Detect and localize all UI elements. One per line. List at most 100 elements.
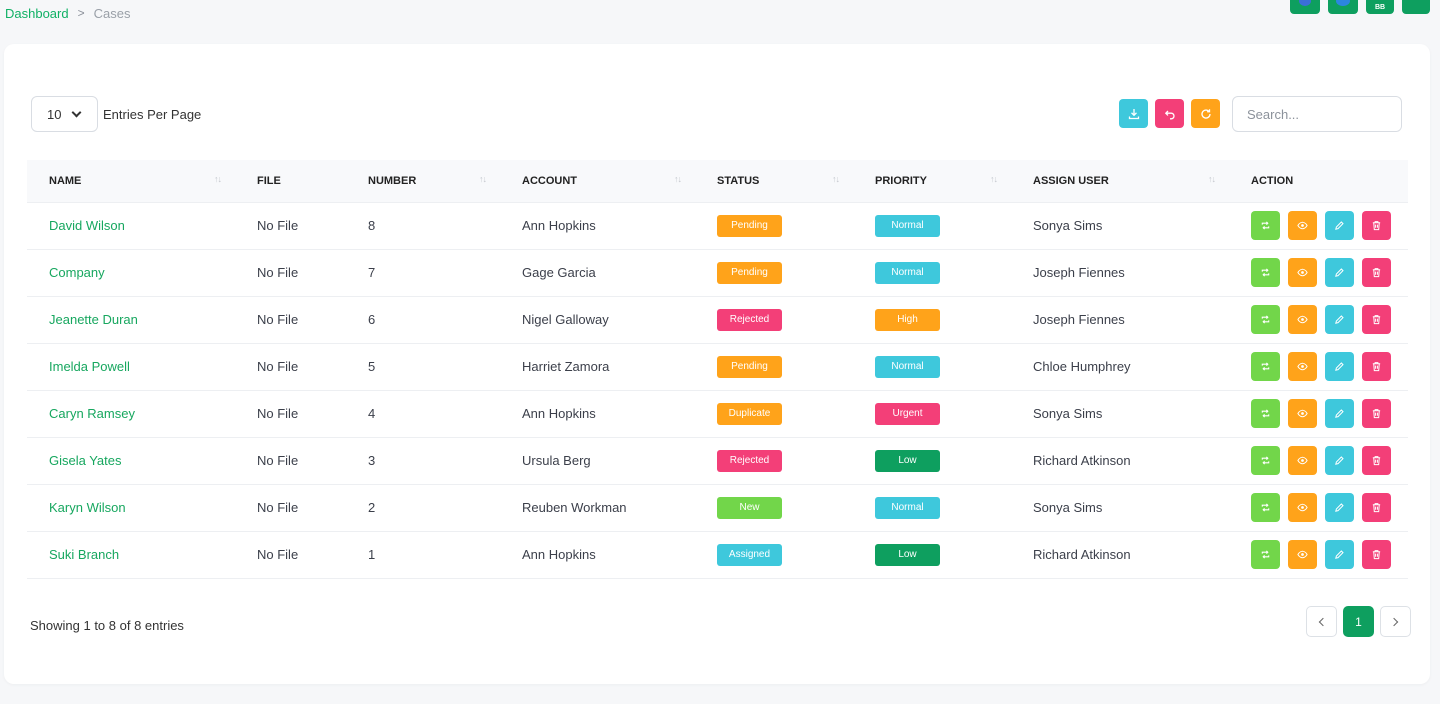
- convert-button[interactable]: [1251, 540, 1280, 569]
- undo-icon: [1164, 110, 1175, 119]
- table-header-row: NAME ↑↓ FILE NUMBER ↑↓ ACCOUNT ↑↓ STATUS ↑↓ …: [27, 160, 1408, 203]
- edit-button[interactable]: [1325, 446, 1354, 475]
- case-name-link[interactable]: Caryn Ramsey: [27, 390, 235, 438]
- convert-button[interactable]: [1251, 399, 1280, 428]
- case-name-link[interactable]: Jeanette Duran: [27, 296, 235, 344]
- status-badge: Duplicate: [717, 402, 782, 425]
- view-button[interactable]: [1288, 211, 1317, 240]
- delete-button[interactable]: [1362, 399, 1391, 428]
- trash-icon: [1372, 550, 1381, 560]
- delete-button[interactable]: [1362, 493, 1391, 522]
- delete-button[interactable]: [1362, 211, 1391, 240]
- convert-icon: [1261, 550, 1270, 559]
- trash-icon: [1372, 362, 1381, 372]
- edit-button[interactable]: [1325, 305, 1354, 334]
- trash-icon: [1372, 315, 1381, 325]
- user-initials-avatar[interactable]: BB: [1366, 0, 1394, 14]
- page-1-button[interactable]: 1: [1343, 606, 1374, 637]
- entries-per-page: 10 Entries Per Page: [31, 96, 201, 132]
- column-header-priority[interactable]: PRIORITY ↑↓: [853, 160, 1011, 203]
- convert-button[interactable]: [1251, 305, 1280, 334]
- column-header-account[interactable]: ACCOUNT ↑↓: [500, 160, 695, 203]
- case-priority-cell: Low: [853, 437, 1011, 485]
- case-priority-cell: Low: [853, 531, 1011, 579]
- convert-button[interactable]: [1251, 352, 1280, 381]
- case-name-link[interactable]: David Wilson: [27, 202, 235, 250]
- case-actions-cell: [1229, 202, 1408, 250]
- pencil-icon: [1335, 503, 1344, 512]
- eye-icon: [1297, 409, 1308, 418]
- view-button[interactable]: [1288, 258, 1317, 287]
- view-button[interactable]: [1288, 399, 1317, 428]
- case-account: Ann Hopkins: [500, 531, 695, 579]
- eye-icon: [1297, 315, 1308, 324]
- case-assign-user: Joseph Fiennes: [1011, 296, 1229, 344]
- case-priority-cell: Normal: [853, 202, 1011, 250]
- edit-button[interactable]: [1325, 211, 1354, 240]
- edit-button[interactable]: [1325, 540, 1354, 569]
- trash-icon: [1372, 268, 1381, 278]
- convert-button[interactable]: [1251, 493, 1280, 522]
- delete-button[interactable]: [1362, 258, 1391, 287]
- edit-button[interactable]: [1325, 399, 1354, 428]
- refresh-button[interactable]: [1191, 99, 1220, 128]
- view-button[interactable]: [1288, 352, 1317, 381]
- chevron-left-icon: [1318, 617, 1328, 626]
- case-file: No File: [235, 296, 346, 344]
- sort-icon: ↑↓: [674, 174, 682, 184]
- delete-button[interactable]: [1362, 305, 1391, 334]
- reset-filter-button[interactable]: [1155, 99, 1184, 128]
- profile-picture-icon[interactable]: [1328, 0, 1358, 14]
- entries-per-page-select[interactable]: 10: [31, 96, 98, 132]
- entries-info: Showing 1 to 8 of 8 entries: [30, 618, 184, 633]
- case-assign-user: Chloe Humphrey: [1011, 343, 1229, 391]
- export-button[interactable]: [1119, 99, 1148, 128]
- status-badge: Pending: [717, 214, 782, 237]
- breadcrumb-dashboard-link[interactable]: Dashboard: [5, 5, 69, 21]
- view-button[interactable]: [1288, 540, 1317, 569]
- search-input[interactable]: [1232, 96, 1402, 132]
- delete-button[interactable]: [1362, 446, 1391, 475]
- case-status-cell: Pending: [695, 249, 853, 297]
- case-priority-cell: Normal: [853, 484, 1011, 532]
- case-name-link[interactable]: Karyn Wilson: [27, 484, 235, 532]
- column-header-assign-user[interactable]: ASSIGN USER ↑↓: [1011, 160, 1229, 203]
- pencil-icon: [1335, 268, 1344, 277]
- notification-icon[interactable]: [1402, 0, 1430, 14]
- next-page-button[interactable]: [1380, 606, 1411, 637]
- view-button[interactable]: [1288, 493, 1317, 522]
- edit-button[interactable]: [1325, 258, 1354, 287]
- column-header-number[interactable]: NUMBER ↑↓: [346, 160, 500, 203]
- language-flag-icon[interactable]: [1290, 0, 1320, 14]
- breadcrumb: Dashboard > Cases: [5, 5, 130, 21]
- delete-button[interactable]: [1362, 352, 1391, 381]
- view-button[interactable]: [1288, 446, 1317, 475]
- trash-icon: [1372, 409, 1381, 419]
- status-badge: Pending: [717, 355, 782, 378]
- table-row: Jeanette Duran No File 6 Nigel Galloway Reje…: [27, 296, 1408, 344]
- view-button[interactable]: [1288, 305, 1317, 334]
- case-actions-cell: [1229, 437, 1408, 485]
- case-file: No File: [235, 249, 346, 297]
- status-badge: Rejected: [717, 449, 782, 472]
- case-name-link[interactable]: Imelda Powell: [27, 343, 235, 391]
- column-header-status[interactable]: STATUS ↑↓: [695, 160, 853, 203]
- sort-icon: ↑↓: [832, 174, 840, 184]
- case-number: 1: [346, 531, 500, 579]
- convert-button[interactable]: [1251, 211, 1280, 240]
- case-name-link[interactable]: Gisela Yates: [27, 437, 235, 485]
- eye-icon: [1297, 503, 1308, 512]
- download-icon: [1128, 108, 1139, 119]
- delete-button[interactable]: [1362, 540, 1391, 569]
- case-file: No File: [235, 484, 346, 532]
- column-header-name[interactable]: NAME ↑↓: [27, 160, 235, 203]
- convert-button[interactable]: [1251, 258, 1280, 287]
- edit-button[interactable]: [1325, 352, 1354, 381]
- entries-value: 10: [47, 106, 62, 122]
- edit-button[interactable]: [1325, 493, 1354, 522]
- convert-button[interactable]: [1251, 446, 1280, 475]
- case-actions-cell: [1229, 343, 1408, 391]
- previous-page-button[interactable]: [1306, 606, 1337, 637]
- case-name-link[interactable]: Suki Branch: [27, 531, 235, 579]
- case-name-link[interactable]: Company: [27, 249, 235, 297]
